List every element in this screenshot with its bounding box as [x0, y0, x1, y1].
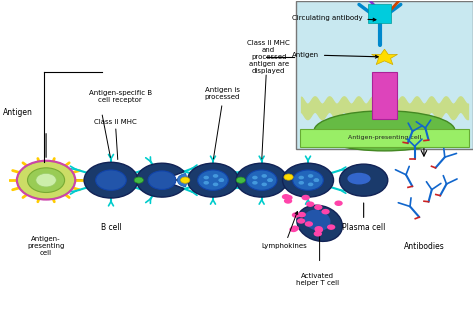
FancyBboxPatch shape [372, 72, 397, 119]
Circle shape [306, 202, 314, 207]
Circle shape [236, 177, 246, 183]
Circle shape [299, 176, 304, 179]
Text: Antigen-specific B
cell receptor: Antigen-specific B cell receptor [89, 91, 152, 104]
Circle shape [252, 181, 258, 185]
Circle shape [284, 198, 292, 204]
Ellipse shape [304, 210, 330, 231]
Circle shape [213, 174, 219, 178]
Circle shape [339, 164, 388, 196]
Text: Antigen-presenting cell: Antigen-presenting cell [348, 135, 421, 140]
Circle shape [327, 224, 335, 230]
Circle shape [36, 173, 56, 187]
Circle shape [284, 195, 292, 200]
Ellipse shape [347, 173, 371, 184]
Text: Lymphokines: Lymphokines [262, 211, 308, 249]
Circle shape [314, 231, 322, 237]
Circle shape [262, 183, 267, 186]
Wedge shape [137, 163, 184, 197]
Text: Class II MHC
and
processed
antigen are
displayed: Class II MHC and processed antigen are d… [247, 40, 290, 74]
Circle shape [305, 221, 313, 227]
Text: Antibodies: Antibodies [403, 242, 444, 251]
Bar [368, 4, 392, 23]
Circle shape [213, 183, 219, 186]
Circle shape [236, 163, 287, 197]
Circle shape [84, 162, 138, 198]
Circle shape [299, 181, 304, 185]
Text: B cell: B cell [100, 223, 121, 232]
Text: Antigen: Antigen [292, 52, 378, 58]
Circle shape [198, 170, 228, 190]
Circle shape [289, 227, 298, 232]
Text: Antigen is
processed: Antigen is processed [205, 87, 240, 100]
Circle shape [314, 205, 322, 210]
Circle shape [321, 209, 330, 214]
Circle shape [334, 201, 343, 206]
Circle shape [134, 177, 144, 183]
Circle shape [181, 177, 190, 183]
Circle shape [252, 176, 258, 179]
Text: Activated
helper T cell: Activated helper T cell [296, 273, 339, 285]
Text: Antigen: Antigen [3, 108, 33, 117]
Circle shape [314, 178, 319, 182]
Circle shape [292, 212, 300, 218]
Circle shape [27, 168, 64, 193]
Circle shape [284, 174, 293, 180]
Circle shape [148, 171, 176, 189]
Circle shape [96, 170, 126, 190]
Circle shape [203, 181, 209, 185]
Text: Circulating antibody: Circulating antibody [292, 15, 376, 21]
Text: Plasma cell: Plasma cell [342, 223, 385, 232]
Circle shape [291, 225, 299, 231]
Ellipse shape [314, 111, 455, 151]
Wedge shape [177, 174, 188, 187]
FancyBboxPatch shape [296, 1, 473, 149]
Circle shape [315, 227, 323, 233]
Circle shape [203, 176, 209, 179]
Circle shape [283, 163, 334, 197]
Circle shape [267, 178, 273, 182]
Ellipse shape [297, 205, 342, 241]
Circle shape [219, 178, 224, 182]
Polygon shape [372, 49, 398, 65]
Circle shape [18, 161, 75, 199]
Circle shape [314, 178, 319, 182]
Circle shape [308, 174, 313, 178]
Circle shape [301, 195, 310, 200]
Circle shape [246, 170, 277, 190]
Circle shape [297, 218, 305, 224]
Circle shape [298, 212, 306, 217]
Circle shape [308, 183, 313, 186]
Circle shape [219, 178, 224, 182]
FancyBboxPatch shape [300, 129, 469, 147]
Text: Antigen-
presenting
cell: Antigen- presenting cell [27, 236, 65, 256]
Circle shape [282, 194, 290, 200]
Circle shape [262, 174, 267, 178]
Circle shape [314, 226, 323, 232]
Circle shape [267, 178, 273, 182]
Circle shape [293, 170, 323, 190]
Text: Class II MHC: Class II MHC [94, 118, 137, 125]
Circle shape [188, 163, 238, 197]
